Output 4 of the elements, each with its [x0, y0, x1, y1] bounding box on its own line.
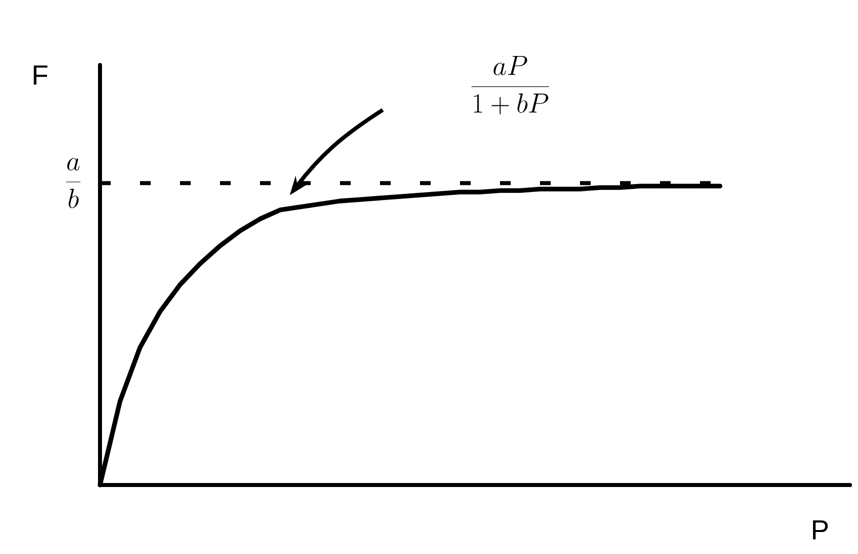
text: $\frac{aP}{1+bP}$ [471, 56, 550, 114]
y-axis-title: F [34, 66, 48, 85]
x-axis-title: P [813, 520, 828, 540]
ref-line-label: $\frac{a}{b}$ [66, 158, 80, 208]
